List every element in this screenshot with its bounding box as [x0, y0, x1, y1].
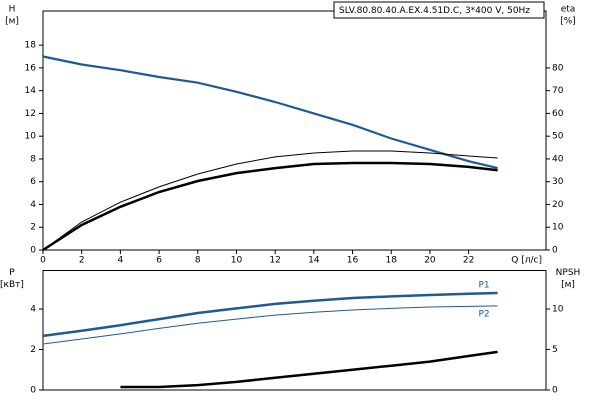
y-tick-label: 16	[25, 63, 37, 73]
x-tick-label: 14	[308, 256, 320, 266]
plot-frame	[42, 270, 547, 391]
plot-frame	[42, 10, 547, 251]
curve	[42, 305, 498, 345]
x-tick-label: 22	[463, 256, 474, 266]
x-tick-label: 0	[40, 256, 46, 266]
curve	[42, 55, 498, 170]
y2-axis-label: [%]	[560, 17, 576, 27]
y-axis-label: H	[9, 5, 16, 15]
y2-tick-label: 0	[552, 246, 558, 256]
y2-tick-label: 10	[552, 223, 564, 233]
x-tick-label: 8	[195, 256, 201, 266]
y-tick-label: 18	[25, 41, 37, 51]
y2-tick-label: 0	[552, 386, 558, 396]
y2-tick-label: 80	[552, 63, 564, 73]
y-tick-label: 14	[25, 86, 37, 96]
x-tick-label: 12	[269, 256, 280, 266]
y-tick-label: 0	[30, 386, 36, 396]
y-tick-label: 2	[30, 345, 36, 355]
y2-tick-label: 5	[552, 345, 558, 355]
x-tick-label: 2	[79, 256, 85, 266]
y-tick-label: 2	[30, 223, 36, 233]
title-box	[333, 1, 545, 19]
y-tick-label: 8	[30, 154, 36, 164]
y2-tick-label: 20	[552, 200, 564, 210]
y-axis-label: P	[9, 268, 15, 278]
y2-tick-label: 50	[552, 132, 564, 142]
curve	[120, 350, 498, 389]
x-tick-label: 18	[386, 256, 398, 266]
y-axis-label: [м]	[5, 17, 19, 27]
y2-axis-label: [м]	[561, 280, 575, 290]
curve	[42, 150, 498, 251]
x-tick-label: 6	[156, 256, 162, 266]
y-tick-label: 6	[30, 177, 36, 187]
y-axis-label: [кВт]	[0, 280, 24, 290]
y-tick-label: 4	[30, 200, 36, 210]
y-tick-label: 12	[25, 109, 36, 119]
y2-axis-label: eta	[561, 5, 576, 15]
y-tick-label: 10	[25, 132, 37, 142]
x-tick-label: 10	[231, 256, 243, 266]
legend-label: P2	[478, 309, 489, 319]
x-axis-label: Q [л/с]	[511, 256, 542, 266]
x-tick-label: 16	[347, 256, 359, 266]
x-tick-label: 20	[424, 256, 436, 266]
y2-tick-label: 70	[552, 86, 564, 96]
y2-tick-label: 40	[552, 154, 564, 164]
chart-title: SLV.80.80.40.A.EX.4.51D.C, 3*400 V, 50Hz	[339, 6, 530, 16]
legend-label: P1	[478, 280, 489, 290]
y2-tick-label: 60	[552, 109, 564, 119]
x-tick-label: 4	[118, 256, 124, 266]
curve	[42, 161, 498, 252]
y2-tick-label: 30	[552, 177, 564, 187]
y2-tick-label: 10	[552, 304, 564, 314]
y-tick-label: 0	[30, 246, 36, 256]
y2-axis-label: NPSH	[556, 268, 581, 278]
curve	[42, 291, 498, 338]
y-tick-label: 4	[30, 304, 36, 314]
